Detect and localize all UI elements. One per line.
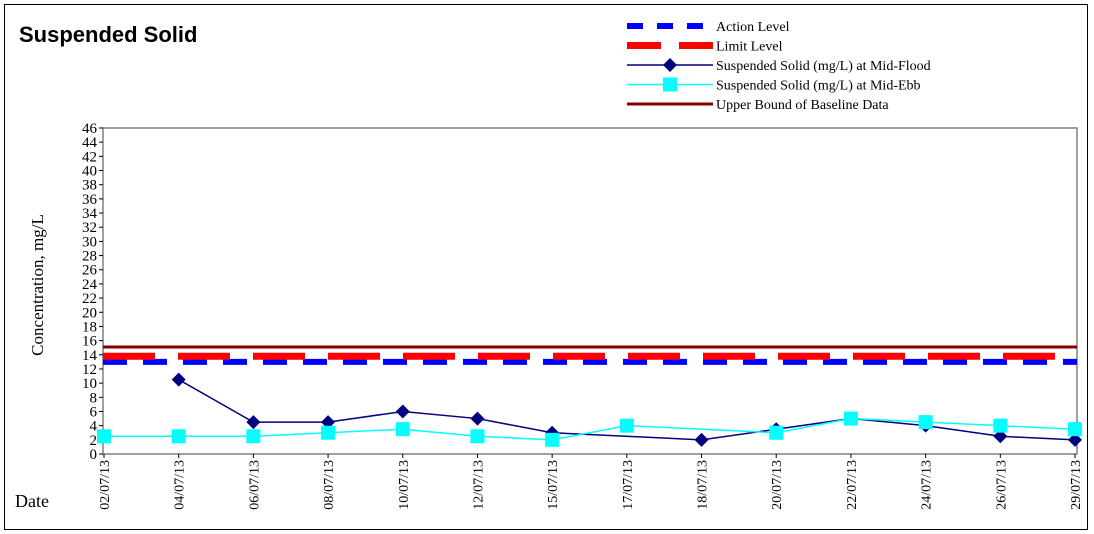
y-tick-label: 20 xyxy=(82,305,97,321)
legend-marker xyxy=(663,58,677,72)
data-point xyxy=(470,429,485,444)
data-point xyxy=(1068,422,1082,437)
plot-area: 0246810121416182022242628303234363840424… xyxy=(82,121,1084,510)
y-tick-label: 14 xyxy=(82,348,98,364)
data-point xyxy=(321,415,336,430)
legend-label: Upper Bound of Baseline Data xyxy=(716,98,889,113)
legend-item-upper-bound-of-baseline-data: Upper Bound of Baseline Data xyxy=(627,98,889,113)
y-tick-label: 2 xyxy=(90,433,98,449)
legend-item-suspended-solid-mg-l-at-mid-ebb: Suspended Solid (mg/L) at Mid-Ebb xyxy=(627,77,921,94)
x-tick-label: 12/07/13 xyxy=(471,460,486,510)
y-tick-label: 0 xyxy=(90,447,98,463)
y-tick-label: 10 xyxy=(82,376,97,392)
x-tick-label: 04/07/13 xyxy=(173,460,188,510)
data-point xyxy=(619,418,634,433)
data-point xyxy=(843,411,858,426)
y-tick-label: 24 xyxy=(82,277,98,293)
data-point xyxy=(395,404,410,419)
x-axis-label: Date xyxy=(15,491,49,511)
data-point xyxy=(694,432,709,447)
plot-border xyxy=(102,127,1078,455)
x-tick-label: 10/07/13 xyxy=(397,460,412,510)
chart-title: Suspended Solid xyxy=(19,22,197,47)
data-point xyxy=(918,415,933,430)
x-tick-label: 24/07/13 xyxy=(920,460,935,510)
data-point xyxy=(246,415,261,430)
legend: Action Level Limit Level Suspended Solid (… xyxy=(627,20,931,113)
data-point xyxy=(171,372,186,387)
legend-label: Action Level xyxy=(716,20,790,35)
legend-label: Suspended Solid (mg/L) at Mid-Ebb xyxy=(716,79,921,94)
y-tick-label: 12 xyxy=(82,362,97,378)
legend-marker xyxy=(663,77,677,92)
y-tick-label: 42 xyxy=(82,149,97,165)
legend-item-limit-level: Limit Level xyxy=(627,40,783,55)
series-line xyxy=(178,378,1076,441)
data-point xyxy=(395,422,410,437)
data-point xyxy=(246,429,261,444)
y-tick-label: 16 xyxy=(82,334,98,350)
data-point xyxy=(321,425,336,440)
y-tick-label: 26 xyxy=(82,263,98,279)
series-suspended-solid-mg-l-at-mid-ebb xyxy=(97,411,1082,447)
data-point xyxy=(171,429,186,444)
legend-item-action-level: Action Level xyxy=(627,20,790,35)
x-tick-label: 06/07/13 xyxy=(247,460,262,510)
y-tick-label: 36 xyxy=(82,192,98,208)
y-tick-label: 46 xyxy=(82,121,98,137)
data-point xyxy=(993,429,1008,444)
x-tick-label: 26/07/13 xyxy=(994,460,1009,510)
y-tick-label: 6 xyxy=(90,404,98,420)
y-tick-label: 18 xyxy=(82,319,97,335)
x-tick-label: 20/07/13 xyxy=(770,460,785,510)
data-point xyxy=(545,432,560,447)
y-axis-label: Concentration, mg/L xyxy=(28,214,47,356)
y-tick-label: 30 xyxy=(82,234,97,250)
x-tick-label: 17/07/13 xyxy=(621,460,636,510)
legend-item-suspended-solid-mg-l-at-mid-flood: Suspended Solid (mg/L) at Mid-Flood xyxy=(627,58,931,74)
series-suspended-solid-mg-l-at-mid-flood xyxy=(171,372,1082,447)
data-point xyxy=(470,411,485,426)
data-point xyxy=(97,429,111,444)
y-tick-label: 32 xyxy=(82,220,97,236)
x-tick-label: 18/07/13 xyxy=(696,460,711,510)
data-point xyxy=(1068,432,1082,447)
y-tick-label: 4 xyxy=(90,419,98,435)
x-tick-label: 02/07/13 xyxy=(98,460,113,510)
legend-label: Suspended Solid (mg/L) at Mid-Flood xyxy=(716,59,931,74)
data-point xyxy=(993,418,1008,433)
y-tick-label: 28 xyxy=(82,249,97,265)
legend-label: Limit Level xyxy=(716,40,783,55)
data-point xyxy=(769,425,784,440)
y-tick-label: 8 xyxy=(90,390,98,406)
y-tick-label: 40 xyxy=(82,164,97,180)
x-tick-label: 22/07/13 xyxy=(845,460,860,510)
x-tick-label: 08/07/13 xyxy=(322,460,337,510)
y-tick-label: 34 xyxy=(82,206,98,222)
y-tick-label: 38 xyxy=(82,178,97,194)
y-tick-label: 22 xyxy=(82,291,97,307)
x-tick-label: 29/07/13 xyxy=(1069,460,1084,510)
y-tick-label: 44 xyxy=(82,135,98,151)
x-tick-label: 15/07/13 xyxy=(546,460,561,510)
